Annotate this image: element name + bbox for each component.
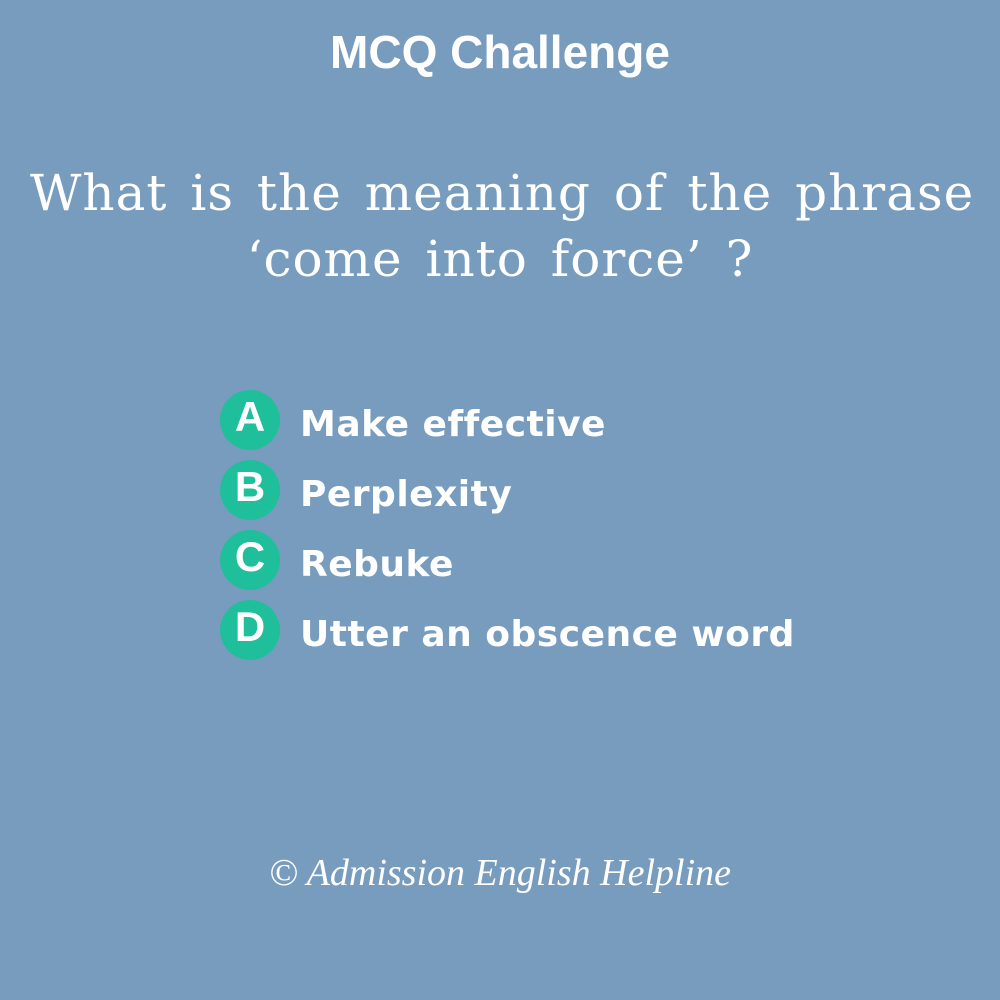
option-text-c: Rebuke [300, 544, 454, 585]
option-badge-c: C [220, 530, 280, 590]
option-b[interactable]: B Perplexity [220, 460, 960, 520]
option-letter-a: A [234, 393, 266, 440]
question-line-2: ‘come into force’ ? [246, 230, 754, 288]
option-d[interactable]: D Utter an obscence word [220, 600, 960, 660]
option-letter-c: C [234, 533, 266, 580]
option-letter-d: D [234, 603, 266, 650]
option-badge-a: A [220, 390, 280, 450]
option-letter-b: B [234, 463, 266, 510]
page-title: MCQ Challenge [330, 26, 670, 78]
option-c[interactable]: C Rebuke [220, 530, 960, 590]
option-text-a: Make effective [300, 404, 606, 445]
option-a[interactable]: A Make effective [220, 390, 960, 450]
question-text: What is the meaning of the phrase ‘come … [30, 160, 975, 292]
option-badge-d: D [220, 600, 280, 660]
option-text-b: Perplexity [300, 474, 513, 515]
option-text-d: Utter an obscence word [300, 614, 795, 655]
options-list: A Make effective B Perplexity C Rebuke D… [220, 390, 960, 670]
copyright-footer: © Admission English Helpline [269, 852, 731, 894]
question-line-1: What is the meaning of the phrase [30, 164, 975, 222]
option-badge-b: B [220, 460, 280, 520]
